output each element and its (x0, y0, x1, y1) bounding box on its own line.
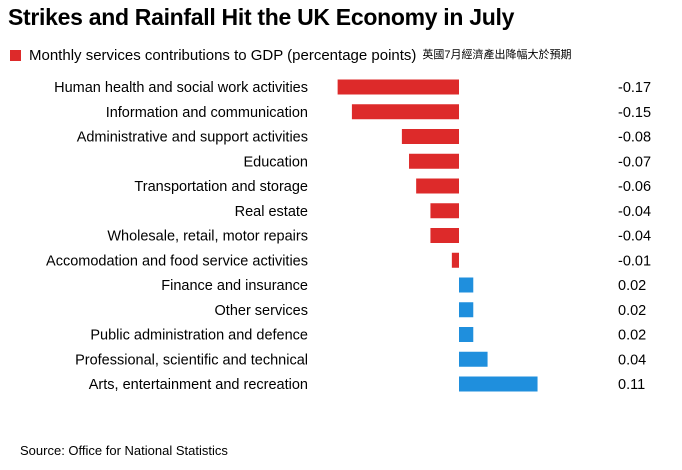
value-label: -0.17 (618, 80, 651, 96)
category-label: Administrative and support activities (77, 130, 308, 146)
value-label: 0.11 (618, 377, 645, 393)
category-label: Other services (215, 303, 308, 319)
category-label: Public administration and defence (90, 328, 308, 344)
category-label: Finance and insurance (161, 278, 308, 294)
legend-label: Monthly services contributions to GDP (p… (29, 47, 417, 64)
category-label: Human health and social work activities (54, 80, 308, 96)
legend: Monthly services contributions to GDP (p… (10, 47, 572, 64)
bar (430, 228, 459, 243)
value-label: -0.01 (618, 253, 651, 269)
bar (459, 351, 488, 367)
value-label: -0.06 (618, 179, 651, 195)
bar (351, 104, 459, 120)
value-label: -0.04 (618, 229, 651, 245)
bar-chart: Human health and social work activities -… (46, 79, 651, 393)
source-note: Source: Office for National Statistics (20, 443, 228, 458)
category-label: Professional, scientific and technical (75, 352, 308, 368)
category-label: Accomodation and food service activities (46, 253, 308, 269)
bar (337, 79, 459, 95)
value-label: 0.04 (618, 352, 646, 368)
legend-note: 英國7月經濟產出降幅大於預期 (422, 49, 572, 61)
value-label: -0.08 (618, 130, 651, 146)
value-label: 0.02 (618, 278, 646, 294)
bar (459, 277, 474, 293)
category-label: Transportation and storage (134, 179, 308, 195)
category-label: Information and communication (106, 105, 308, 121)
bar (416, 178, 459, 194)
value-label: -0.04 (618, 204, 651, 220)
category-label: Real estate (235, 204, 308, 220)
value-label: -0.15 (618, 105, 651, 121)
bar (409, 153, 459, 169)
bar (459, 327, 474, 342)
value-label: -0.07 (618, 154, 651, 170)
bar (451, 252, 459, 268)
bar (401, 129, 459, 144)
category-label: Arts, entertainment and recreation (89, 377, 308, 393)
category-label: Education (244, 154, 309, 170)
bar (430, 203, 459, 219)
bar (459, 302, 474, 318)
chart-title: Strikes and Rainfall Hit the UK Economy … (8, 4, 515, 30)
category-label: Wholesale, retail, motor repairs (107, 229, 308, 245)
bar (459, 376, 538, 392)
value-label: 0.02 (618, 303, 646, 319)
legend-swatch (10, 50, 21, 61)
value-label: 0.02 (618, 328, 646, 344)
